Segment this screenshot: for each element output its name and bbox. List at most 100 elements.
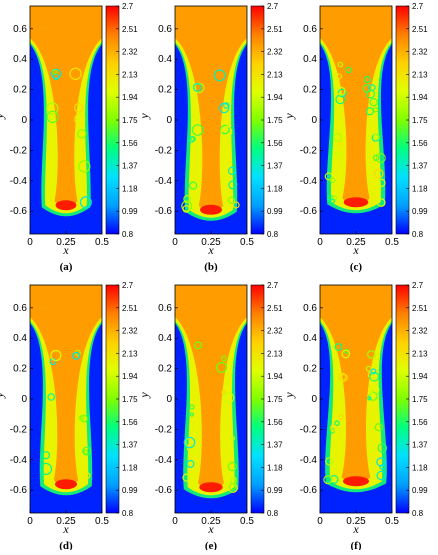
vortex-rollup — [333, 132, 343, 142]
colorbar-tick-label: 1.94 — [412, 93, 428, 102]
panel-e: 0.6 0.4 0.2 0 -0.2 -0.4 -0.6 0 0.25 0.5 x y (e) 2.7 2.… — [137, 281, 283, 552]
colorbar-tick-label: 2.32 — [267, 48, 283, 57]
vortex-rollup — [52, 69, 58, 75]
colorbar-tick-label: 0.8 — [122, 509, 134, 518]
x-tick-label: 0.5 — [385, 516, 399, 527]
density-field — [30, 285, 102, 513]
vortex-rollup — [193, 82, 205, 94]
colorbar-tick-label: 0.99 — [412, 207, 428, 216]
colorbar-tick-label: 2.7 — [267, 2, 279, 11]
vortex-rollup — [220, 124, 230, 135]
x-tick-label: 0.5 — [240, 237, 254, 248]
spike-tip — [199, 482, 223, 493]
y-tick-label: 0.4 — [303, 54, 317, 65]
density-field — [320, 6, 392, 234]
vortex-rollup — [340, 373, 348, 382]
colorbar-tick-label: 1.94 — [267, 93, 283, 102]
colorbar-tick-label: 2.13 — [267, 349, 283, 358]
vortex-rollup — [82, 446, 92, 456]
colorbar-tick-label: 1.18 — [412, 463, 428, 472]
vortex-rollup — [365, 107, 375, 116]
vortex-rollup — [223, 392, 235, 404]
colorbar-tick-label: 1.56 — [122, 418, 138, 427]
y-tick-label: -0.6 — [10, 485, 28, 496]
y-tick-label: -0.2 — [300, 145, 318, 156]
y-tick-label: -0.2 — [10, 424, 28, 435]
panel-label: (d) — [59, 540, 73, 550]
vortex-rollup — [377, 178, 386, 188]
colorbar-tick-label: 1.18 — [267, 463, 283, 472]
x-axis-title: x — [352, 243, 359, 257]
y-tick-label: 0.4 — [158, 333, 172, 344]
x-tick-label: 0 — [172, 237, 178, 248]
x-tick-label: 0.5 — [240, 516, 254, 527]
colorbar-tick-label: 1.75 — [122, 395, 138, 404]
vortex-rollup — [365, 365, 372, 372]
vortex-rollup — [377, 443, 388, 453]
x-tick-label: 0.25 — [346, 516, 366, 527]
colorbar-tick-label: 0.8 — [412, 509, 424, 518]
vortex-rollup — [72, 351, 81, 360]
vortex-rollup — [186, 444, 195, 452]
colorbar-tick-label: 1.37 — [122, 441, 138, 450]
colorbar-tick-label: 0.8 — [412, 230, 424, 239]
panel-f: 0.6 0.4 0.2 0 -0.2 -0.4 -0.6 0 0.25 0.5 x y (f) 2.7 2.… — [282, 281, 428, 552]
spike-tip — [343, 197, 369, 208]
vortex-rollup — [227, 462, 237, 472]
vortex-rollup — [338, 414, 344, 421]
panel-label: (b) — [204, 261, 218, 273]
colorbar-tick-label: 0.99 — [412, 486, 428, 495]
y-tick-label: 0.4 — [303, 333, 317, 344]
vortex-rollup — [376, 470, 387, 481]
vortex-rollup — [230, 436, 236, 441]
vortex-rollup — [79, 415, 85, 421]
colorbar-tick-label: 1.56 — [412, 418, 428, 427]
colorbar-tick-label: 1.18 — [412, 184, 428, 193]
y-axis-title: y — [137, 392, 151, 399]
vortex-rollup — [369, 97, 378, 107]
colorbar-tick-label: 2.7 — [412, 2, 424, 11]
vortex-rollup — [338, 372, 347, 382]
vortex-rollup — [213, 69, 226, 82]
colorbar-tick-label: 0.99 — [122, 486, 138, 495]
vortex-rollup — [77, 129, 87, 139]
vortex-rollup — [73, 102, 84, 113]
x-axis-title: x — [207, 243, 214, 257]
vortex-rollup — [46, 110, 59, 124]
y-tick-label: -0.4 — [10, 176, 28, 187]
vortex-rollup — [191, 124, 204, 136]
vortex-rollup — [363, 75, 371, 83]
vortex-rollup — [372, 133, 380, 141]
y-tick-label: -0.2 — [10, 145, 28, 156]
vortex-rollup — [335, 381, 342, 388]
vortex-rollup — [325, 457, 334, 466]
density-field — [320, 285, 392, 513]
colorbar-tick-label: 2.13 — [122, 349, 138, 358]
vortex-rollup — [376, 198, 386, 207]
y-tick-label: 0.2 — [303, 364, 317, 375]
vortex-rollup — [188, 136, 195, 143]
colorbar-tick-label: 1.94 — [122, 372, 138, 381]
x-tick-label: 0 — [172, 516, 178, 527]
vortex-rollup — [366, 89, 375, 99]
vortex-rollup — [333, 390, 339, 396]
spike-tip — [55, 200, 77, 211]
heavy-fluid-core — [175, 285, 247, 491]
y-tick-label: 0 — [166, 115, 172, 126]
colorbar-tick-label: 1.94 — [122, 93, 138, 102]
colorbar-tick-label: 2.51 — [122, 25, 138, 34]
vortex-rollup — [80, 414, 88, 423]
x-tick-label: 0 — [317, 237, 323, 248]
colorbar-tick-label: 2.51 — [267, 25, 283, 34]
panel-label: (c) — [350, 261, 363, 273]
colorbar-tick-label: 1.75 — [412, 395, 428, 404]
vortex-rollup — [189, 181, 198, 190]
colorbar-tick-label: 0.8 — [267, 230, 279, 239]
vortex-rollup — [182, 473, 191, 482]
x-tick-label: 0 — [317, 516, 323, 527]
y-tick-label: 0.2 — [13, 85, 27, 96]
vortex-rollup — [194, 341, 203, 350]
y-tick-label: 0.6 — [13, 303, 27, 314]
colorbar-tick-label: 1.75 — [412, 116, 428, 125]
